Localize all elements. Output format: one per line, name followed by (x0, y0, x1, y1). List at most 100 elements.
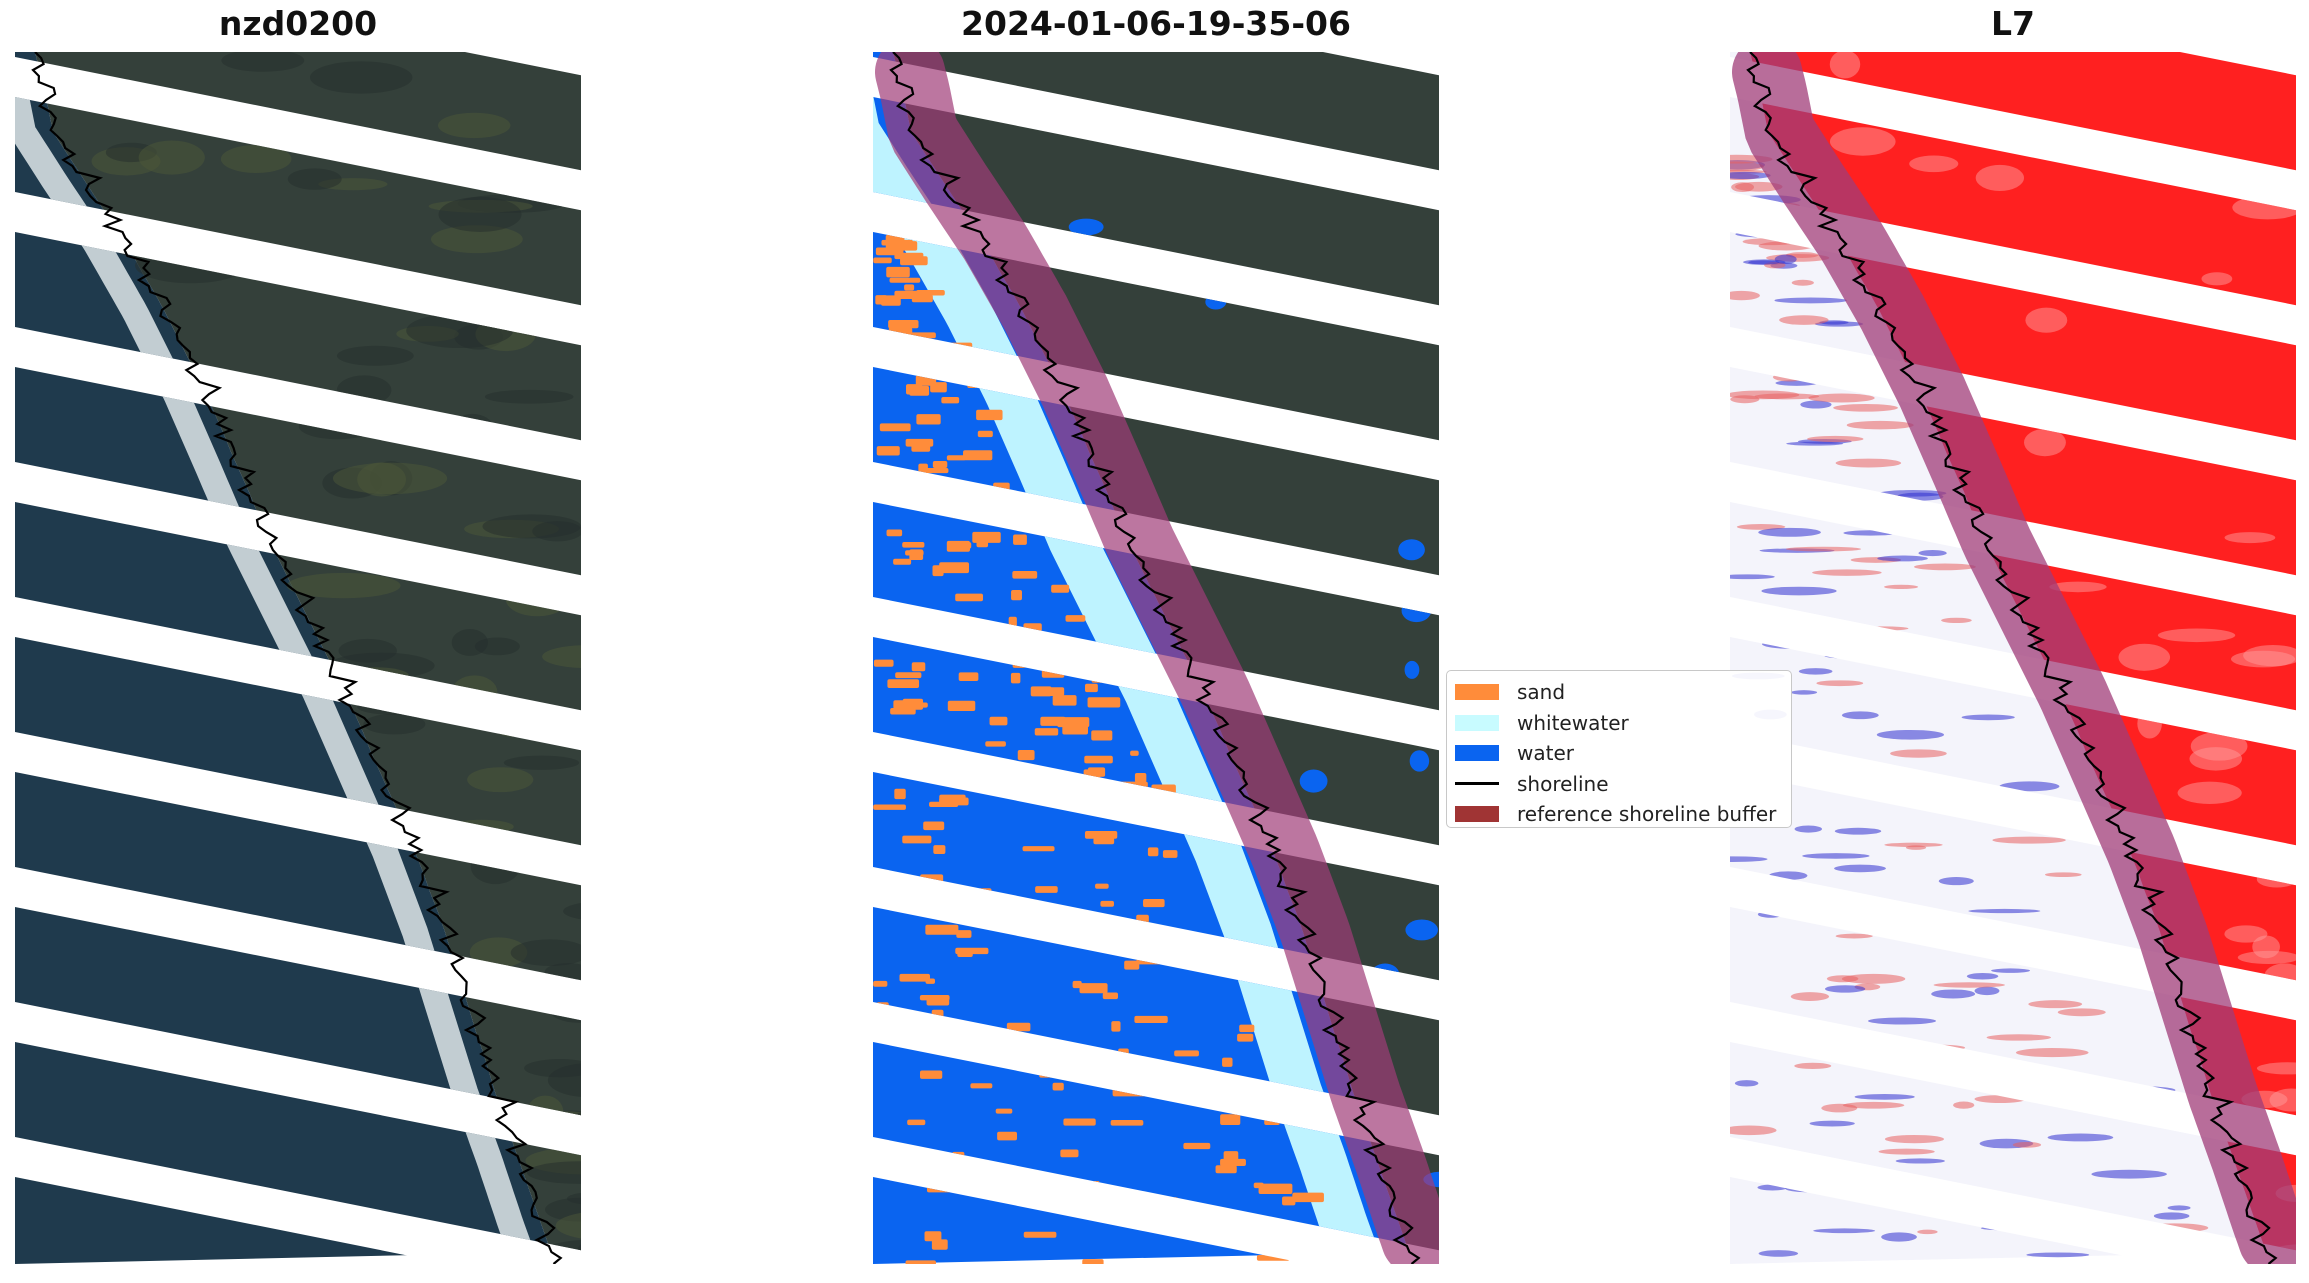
sand-class-blob (904, 284, 915, 291)
sand-class-blob (1256, 1255, 1290, 1261)
sand-class-blob (886, 529, 903, 537)
terrain-patch (492, 715, 539, 738)
terrain-patch (484, 389, 574, 404)
index-texture (2137, 708, 2162, 739)
index-ripple (1791, 279, 1814, 286)
sand-class-blob (985, 1051, 1017, 1062)
sand-class-blob (895, 672, 922, 679)
index-ripple (1868, 1017, 1937, 1025)
sand-class-blob (997, 1131, 1018, 1141)
terrain-patch (467, 767, 534, 793)
index-ripple (2057, 1008, 2106, 1017)
index-ripple (2066, 826, 2094, 834)
index-ripple (2141, 1223, 2209, 1233)
index-ripple (1736, 524, 1786, 530)
index-ripple (2045, 1076, 2107, 1085)
sand-class-blob (1006, 899, 1029, 911)
index-ripple (1730, 1125, 1777, 1136)
legend-swatch-shoreline (1455, 782, 1499, 786)
sand-class-blob (906, 384, 923, 395)
sand-class-blob (887, 236, 905, 245)
index-texture (2230, 650, 2296, 668)
index-ripple (1836, 510, 1871, 516)
sand-class-blob (925, 924, 959, 935)
index-ripple (1890, 749, 1947, 758)
sand-class-blob (902, 698, 924, 710)
sand-class-blob (1011, 590, 1022, 601)
sand-class-blob (1264, 1119, 1280, 1126)
legend-swatch-buffer (1455, 806, 1499, 823)
sand-class-blob (893, 558, 912, 565)
sand-class-blob (1237, 1033, 1254, 1042)
sand-class-blob (972, 531, 1001, 543)
sand-class-blob (1052, 695, 1077, 706)
sand-class-blob (947, 700, 976, 711)
terrain-patch (451, 413, 493, 442)
terrain-patch (221, 52, 305, 72)
index-ripple (1934, 661, 1987, 666)
sand-class-blob (1174, 1050, 1199, 1057)
sand-class-blob (929, 801, 959, 807)
sand-class-blob (1277, 1234, 1296, 1244)
index-ripple (1992, 836, 2066, 844)
sand-class-blob (915, 375, 937, 386)
sand-class-blob (931, 1239, 948, 1250)
index-ripple (1807, 435, 1864, 443)
panel-title-index: L7 (1991, 4, 2035, 43)
sand-class-blob (1153, 1197, 1179, 1205)
sand-class-blob (1022, 846, 1055, 852)
terrain-patch (529, 1111, 581, 1141)
sand-class-blob (1118, 1048, 1129, 1060)
index-texture (2024, 428, 2066, 457)
panel-title-classification: 2024-01-06-19-35-06 (961, 4, 1351, 43)
index-ripple (2026, 1252, 2090, 1258)
index-ripple (1734, 1080, 1759, 1087)
legend-swatch-sand (1455, 684, 1499, 701)
sand-class-blob (1082, 1259, 1104, 1264)
sand-class-blob (1258, 1183, 1293, 1194)
sand-class-blob (1143, 899, 1165, 908)
sand-class-blob (873, 257, 892, 264)
sand-class-blob (1253, 1182, 1264, 1189)
sand-class-blob (1093, 837, 1115, 845)
inland-water-patch (1398, 539, 1425, 561)
index-ripple (1835, 458, 1902, 468)
index-ripple (1931, 989, 1976, 999)
sand-class-blob (977, 430, 993, 438)
sand-class-blob (874, 339, 904, 348)
index-ripple (1856, 626, 1909, 631)
index-ripple (1974, 986, 2000, 996)
index-ripple (1933, 982, 2005, 988)
index-ripple (1996, 819, 2018, 827)
index-ripple (1757, 911, 1784, 918)
index-ripple (1824, 985, 1866, 993)
terrain-patch (503, 755, 580, 770)
legend: sand whitewater water shoreline referenc… (1446, 670, 1792, 828)
inland-water-patch (1404, 660, 1420, 679)
index-ripple (1808, 393, 1875, 403)
land-area (35, 52, 581, 1264)
index-ripple (1798, 668, 1833, 675)
terrain-patch (437, 112, 511, 139)
legend-label-buffer: reference shoreline buffer (1517, 802, 1777, 827)
terrain-patch (363, 713, 426, 735)
index-ripple (1914, 563, 1976, 571)
inland-water-patch (1205, 294, 1227, 310)
index-ripple (1730, 161, 1764, 172)
sand-class-blob (1084, 755, 1113, 764)
sand-class-blob (1034, 728, 1059, 736)
index-ripple (1742, 238, 1798, 246)
sand-class-blob (1085, 683, 1098, 693)
index-ripple (1999, 781, 2060, 792)
index-ripple (1907, 1044, 1966, 1051)
index-ripple (1895, 1158, 1945, 1164)
sand-class-blob (898, 626, 924, 632)
index-ripple (2002, 1070, 2068, 1078)
sand-class-blob (1063, 1118, 1096, 1126)
sand-class-blob (1102, 992, 1118, 1000)
sand-class-blob (977, 888, 992, 899)
sand-class-blob (889, 277, 921, 283)
terrain-patch (406, 313, 514, 349)
inland-water-patch (1068, 218, 1104, 236)
legend-label-whitewater: whitewater (1517, 710, 1629, 735)
